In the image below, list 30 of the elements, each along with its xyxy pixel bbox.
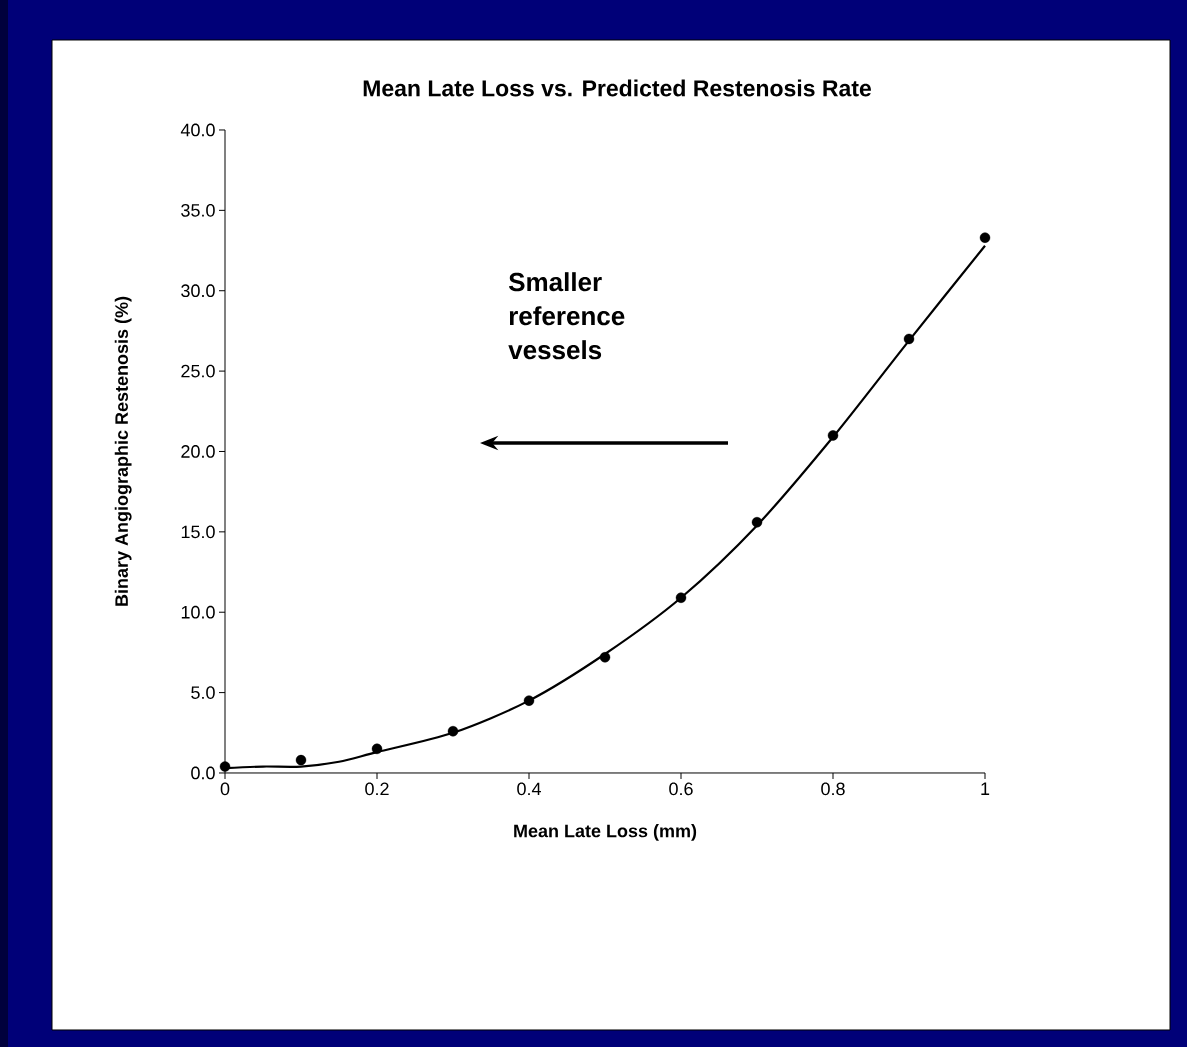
y-tick-label: 40.0 [180, 123, 215, 137]
point [827, 430, 839, 441]
x-tick-label: 0.2 [365, 782, 389, 796]
chart-title: Mean Late Loss vs. Predicted Restenosis Rate [363, 79, 871, 97]
point [599, 652, 611, 663]
x-tick-label: 0.4 [517, 782, 541, 796]
y-tick-label: 30.0 [181, 284, 215, 298]
x-tick-label: 1 [981, 782, 990, 795]
point [979, 232, 991, 243]
point [751, 517, 763, 528]
x-tick-label: 0.6 [669, 782, 693, 796]
x-tick-label: 0.8 [821, 782, 845, 796]
y-axis-title: Binary Angiographic Restenosis (%) [114, 296, 132, 606]
point [523, 695, 535, 706]
point [903, 333, 915, 345]
x-tick-label: 0 [220, 782, 230, 796]
y-tick-label: 0.0 [191, 766, 215, 780]
y-tick-label: 25.0 [181, 364, 215, 378]
x-axis-title: Mean Late Loss (mm) [514, 824, 697, 841]
point [219, 761, 231, 772]
y-tick-label: 35.0 [181, 203, 215, 217]
y-tick-label: 10.0 [181, 605, 215, 619]
y-tick-label: 5.0 [191, 686, 215, 699]
point [447, 725, 459, 737]
annotation: Smaller reference vessels [508, 272, 625, 360]
point [675, 592, 687, 603]
y-tick-label: 20.0 [181, 445, 215, 458]
y-tick-label: 15.0 [181, 525, 215, 539]
point [295, 754, 307, 766]
point [371, 743, 383, 755]
